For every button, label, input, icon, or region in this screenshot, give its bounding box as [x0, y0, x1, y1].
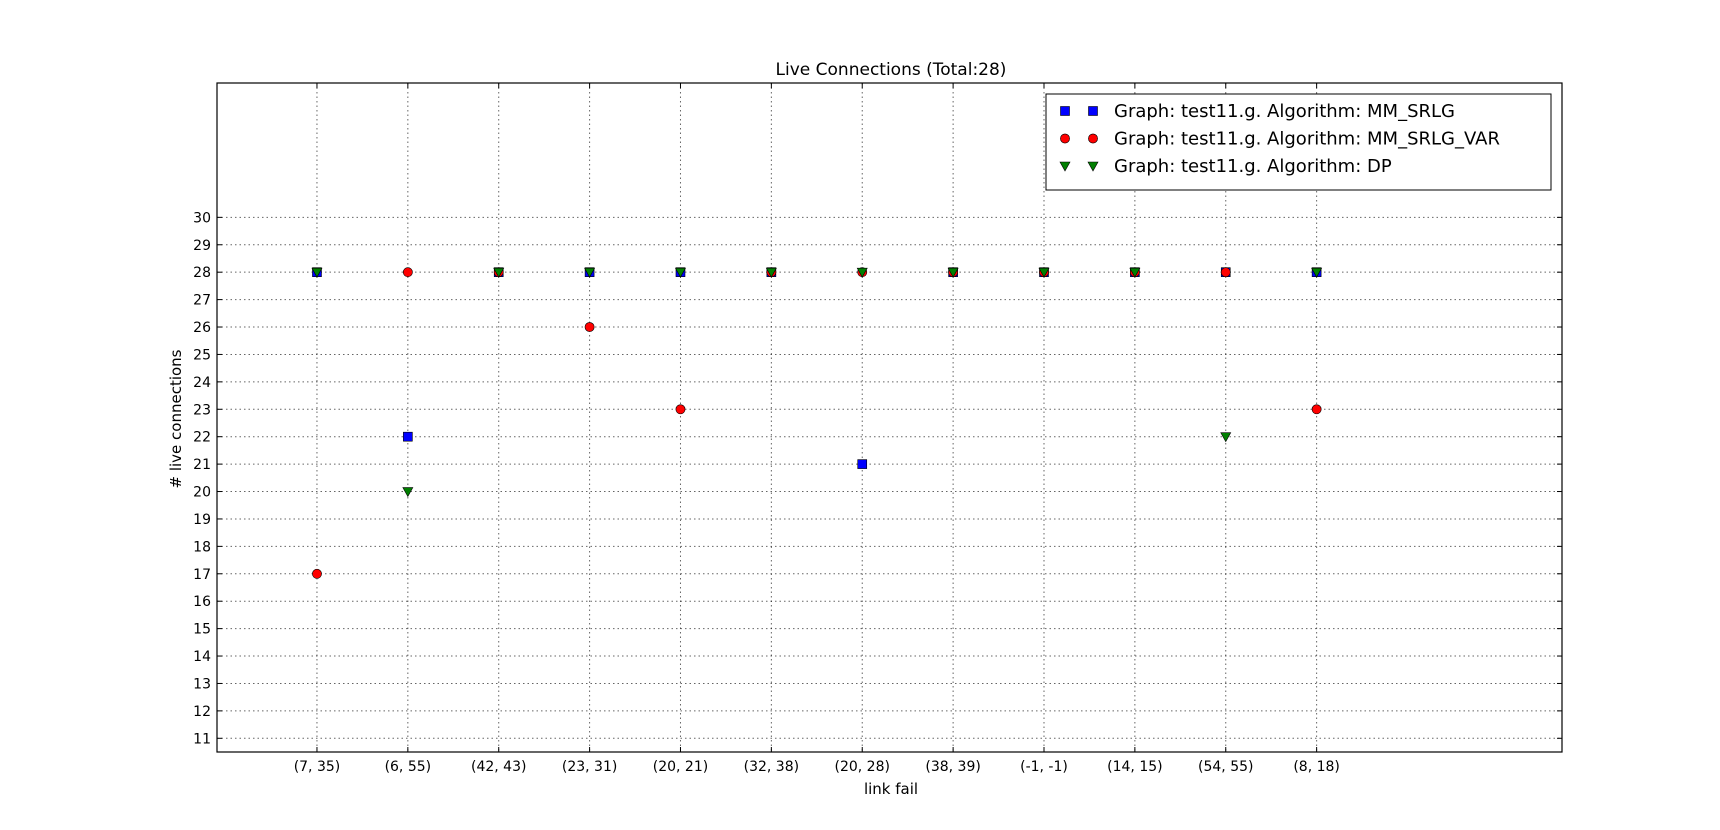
y-tick-label: 22	[193, 430, 211, 446]
x-tick-label: (23, 31)	[562, 759, 617, 775]
data-point	[493, 267, 505, 278]
data-point	[1129, 267, 1141, 278]
data-point	[675, 404, 686, 415]
data-point	[403, 431, 413, 442]
y-tick-label: 20	[193, 485, 211, 501]
x-tick-label: (42, 43)	[471, 759, 526, 775]
legend-marker	[1088, 133, 1098, 144]
legend-marker	[1087, 161, 1099, 172]
data-point	[856, 267, 868, 278]
y-tick-label: 26	[193, 320, 211, 336]
y-tick-label: 14	[193, 649, 211, 665]
data-point	[857, 459, 868, 469]
data-point	[1311, 267, 1323, 278]
y-tick-label: 19	[193, 512, 211, 528]
legend-label: Graph: test11.g. Algorithm: MM_SRLG_VAR	[1114, 129, 1500, 150]
data-points	[311, 267, 1323, 579]
legend-box	[1045, 93, 1552, 191]
x-axis-ticks: (7, 35) (6, 55) (42, 43) (23, 31) (20, 21) (3…	[294, 83, 1340, 775]
legend-marker	[1059, 161, 1071, 172]
y-tick-label: 29	[193, 238, 211, 254]
legend-entry: Graph: test11.g. Algorithm: MM_SRLG_VAR	[1060, 129, 1500, 150]
data-point	[402, 487, 414, 498]
y-tick-label: 12	[193, 704, 211, 720]
x-tick-label: (20, 21)	[653, 759, 708, 775]
data-point	[1038, 267, 1050, 278]
y-tick-label: 27	[193, 293, 211, 309]
data-point	[584, 322, 595, 332]
legend-entry: Graph: test11.g. Algorithm: MM_SRLG	[1060, 101, 1455, 122]
x-tick-label: (14, 15)	[1107, 759, 1162, 775]
x-tick-label: (32, 38)	[744, 759, 799, 775]
legend: Graph: test11.g. Algorithm: MM_SRLG Graph…	[1045, 93, 1552, 191]
legend-label: Graph: test11.g. Algorithm: DP	[1114, 156, 1392, 177]
y-tick-label: 25	[193, 347, 211, 363]
series-2-points	[312, 267, 1322, 579]
plot-area-frame	[216, 82, 1563, 753]
y-tick-label: 17	[193, 567, 211, 583]
data-point	[765, 267, 777, 278]
x-tick-label: (54, 55)	[1198, 759, 1253, 775]
x-tick-label: (-1, -1)	[1020, 759, 1068, 775]
y-tick-label: 21	[193, 457, 211, 473]
chart-title: Live Connections (Total:28)	[776, 60, 1007, 80]
y-axis-label: # live connections	[167, 349, 185, 488]
x-tick-label: (20, 28)	[835, 759, 890, 775]
y-tick-label: 15	[193, 622, 211, 638]
legend-marker	[1088, 106, 1098, 116]
legend-marker	[1060, 106, 1070, 116]
series-1-points	[312, 267, 1322, 469]
data-point	[1311, 404, 1322, 415]
y-tick-label: 30	[193, 210, 211, 226]
data-point	[402, 267, 413, 278]
y-tick-label: 13	[193, 676, 211, 692]
y-axis-ticks: 11 12 13 14 15 16 17 18 19 20 21 22 23 24 25 26 27 28 29 30	[193, 210, 1562, 747]
x-tick-label: (38, 39)	[925, 759, 980, 775]
data-point	[1220, 432, 1232, 443]
y-tick-label: 18	[193, 539, 211, 555]
data-point	[947, 267, 959, 278]
data-point	[1220, 267, 1231, 278]
x-axis-label: link fail	[864, 780, 918, 798]
grid-lines	[217, 83, 1562, 752]
y-tick-label: 24	[193, 375, 211, 391]
legend-label: Graph: test11.g. Algorithm: MM_SRLG	[1114, 101, 1455, 122]
x-tick-label: (7, 35)	[294, 759, 341, 775]
data-point	[311, 267, 323, 278]
data-point	[584, 267, 596, 278]
legend-entry: Graph: test11.g. Algorithm: DP	[1059, 156, 1392, 177]
data-point	[674, 267, 686, 278]
x-tick-label: (8, 18)	[1293, 759, 1340, 775]
data-point	[312, 568, 322, 579]
series-3-points	[311, 267, 1323, 498]
legend-marker	[1060, 133, 1070, 144]
y-tick-label: 11	[193, 731, 211, 747]
y-tick-label: 16	[193, 594, 211, 610]
x-tick-label: (6, 55)	[385, 759, 432, 775]
y-tick-label: 28	[193, 265, 211, 281]
y-tick-label: 23	[193, 402, 211, 418]
